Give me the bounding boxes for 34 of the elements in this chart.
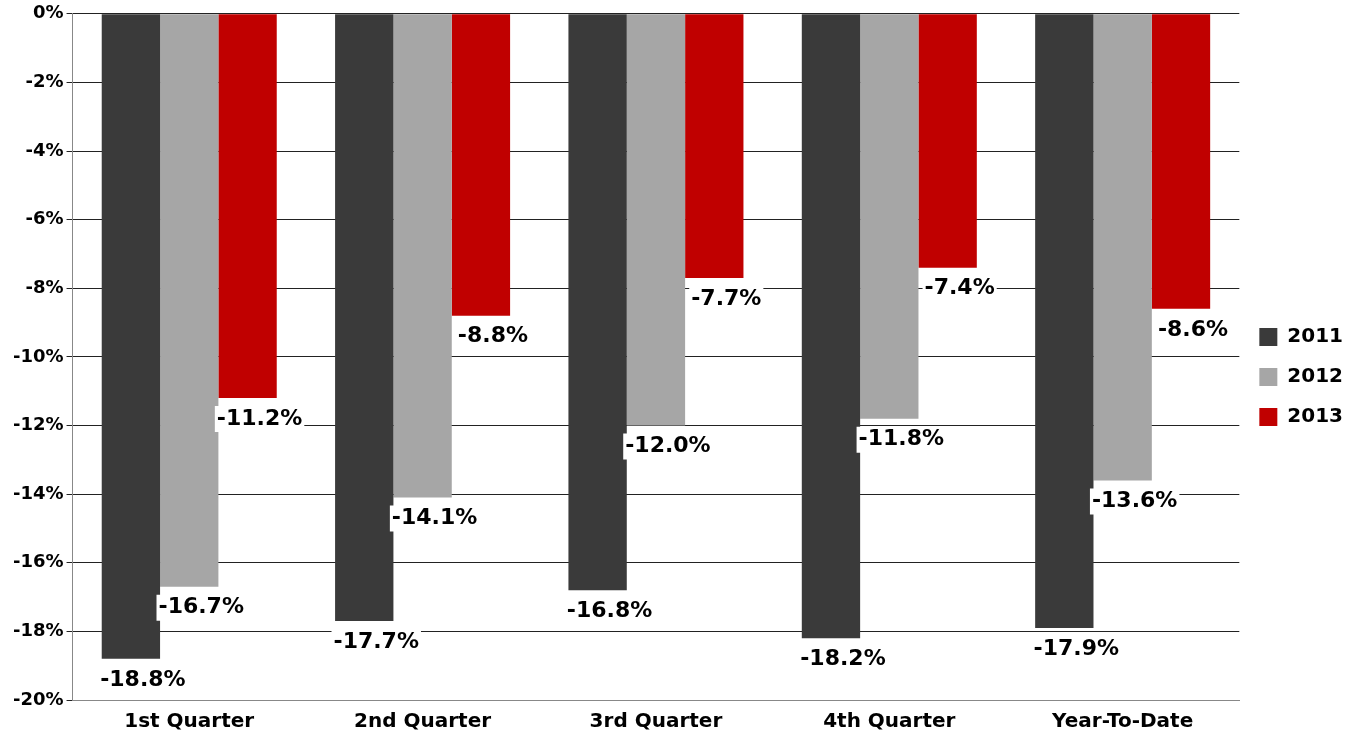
data-label: -13.6% — [1091, 487, 1178, 513]
legend-label: 2012 — [1287, 363, 1344, 388]
y-tick-label: -8% — [25, 275, 64, 297]
x-tick-label: Year-To-Date — [1051, 708, 1194, 733]
data-label: -14.1% — [391, 504, 478, 530]
y-tick-label: -20% — [12, 687, 64, 709]
x-tick-label: 4th Quarter — [823, 708, 956, 733]
data-label: -11.2% — [216, 404, 303, 430]
data-label: -16.8% — [566, 596, 653, 622]
data-label: -8.6% — [1157, 315, 1229, 341]
y-tick-label: -10% — [12, 344, 64, 366]
y-tick-label: -16% — [12, 550, 64, 572]
y-tick-label: -18% — [12, 619, 64, 641]
data-label: -11.8% — [858, 425, 945, 451]
x-tick-label: 1st Quarter — [124, 708, 255, 733]
y-tick-label: -12% — [12, 413, 64, 435]
y-tick-label: 0% — [32, 1, 64, 23]
data-label: -7.4% — [924, 274, 995, 300]
data-label: -17.7% — [333, 627, 419, 653]
legend-label: 2013 — [1287, 403, 1344, 428]
data-label: -7.7% — [691, 284, 762, 310]
legend-label: 2011 — [1287, 323, 1344, 348]
data-label: -17.9% — [1033, 634, 1120, 660]
data-label: -12.0% — [625, 432, 711, 458]
data-label: -18.8% — [100, 665, 186, 691]
data-label: -16.7% — [158, 593, 244, 619]
x-tick-label: 2nd Quarter — [354, 708, 492, 733]
data-label: -18.2% — [800, 644, 886, 670]
y-tick-label: -6% — [25, 207, 64, 229]
y-tick-label: -14% — [12, 481, 64, 503]
y-tick-label: -4% — [25, 138, 64, 160]
x-tick-label: 3rd Quarter — [589, 708, 723, 733]
y-tick-label: -2% — [25, 70, 64, 92]
data-label: -8.8% — [457, 322, 529, 348]
